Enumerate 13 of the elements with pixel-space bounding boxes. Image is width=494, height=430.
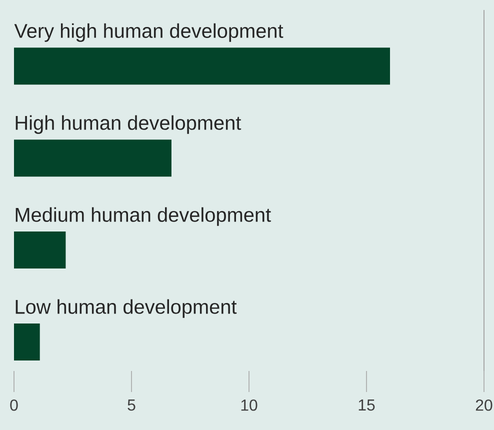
x-tick-label: 10 — [241, 400, 258, 411]
x-tick-label: 0 — [10, 400, 18, 411]
x-tick-label: 20 — [476, 400, 492, 411]
bar — [14, 140, 172, 177]
y-tick-label: Medium human development — [16, 207, 271, 226]
x-tick-label: 15 — [358, 400, 375, 411]
y-tick-label: Low human development — [16, 299, 237, 318]
bar — [14, 48, 390, 85]
x-tick-label: 5 — [128, 400, 136, 411]
y-tick-label: Very high human development — [14, 23, 284, 42]
bar — [14, 232, 66, 269]
bar — [14, 324, 40, 361]
y-tick-label: High human development — [16, 115, 242, 134]
